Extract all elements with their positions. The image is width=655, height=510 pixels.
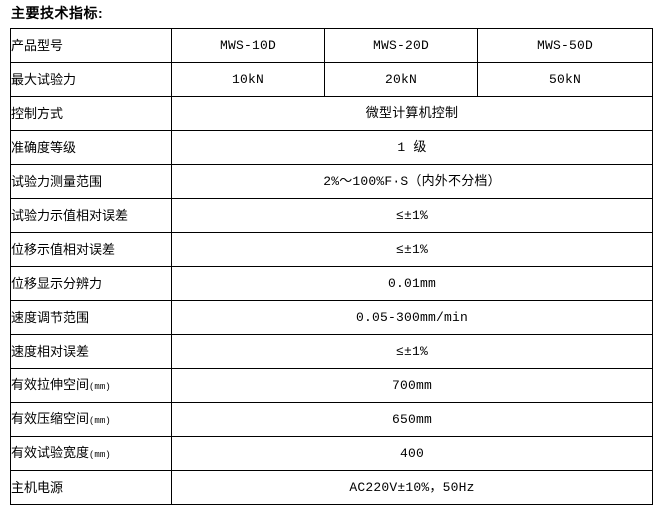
- cell-compression-space-value: 650mm: [171, 402, 653, 437]
- specifications-table: 产品型号 MWS-10D MWS-20D MWS-50D 最大试验力 10kN …: [10, 28, 653, 505]
- row-label-displacement-resolution: 位移显示分辨力: [10, 266, 172, 301]
- cell-model-2: MWS-20D: [324, 28, 478, 63]
- page-title: 主要技术指标:: [11, 5, 104, 21]
- row-label-force-measuring-range: 试验力测量范围: [10, 164, 172, 199]
- table-row-displacement-relative-error: 位移示值相对误差 ≤±1%: [10, 232, 653, 267]
- row-label-product-model: 产品型号: [10, 28, 172, 63]
- table-row-accuracy-grade: 准确度等级 1 级: [10, 130, 653, 165]
- cell-speed-range-value: 0.05-300mm/min: [171, 300, 653, 335]
- specifications-table-body: 产品型号 MWS-10D MWS-20D MWS-50D 最大试验力 10kN …: [10, 28, 653, 505]
- row-label-displacement-relative-error: 位移示值相对误差: [10, 232, 172, 267]
- row-label-force-relative-error: 试验力示值相对误差: [10, 198, 172, 233]
- row-label-test-width-text: 有效试验宽度: [11, 444, 90, 460]
- table-row-max-test-force: 最大试验力 10kN 20kN 50kN: [10, 62, 653, 97]
- cell-displacement-relative-error-value: ≤±1%: [171, 232, 653, 267]
- table-row-compression-space: 有效压缩空间(mm) 650mm: [10, 402, 653, 437]
- table-row-power-supply: 主机电源 AC220V±10%，50Hz: [10, 470, 653, 505]
- row-label-speed-relative-error: 速度相对误差: [10, 334, 172, 369]
- cell-displacement-resolution-value: 0.01mm: [171, 266, 653, 301]
- table-row-speed-range: 速度调节范围 0.05-300mm/min: [10, 300, 653, 335]
- cell-accuracy-grade-value: 1 级: [171, 130, 653, 165]
- table-row-control-mode: 控制方式 微型计算机控制: [10, 96, 653, 131]
- row-label-compression-space-unit: (mm): [89, 415, 111, 426]
- table-row-displacement-resolution: 位移显示分辨力 0.01mm: [10, 266, 653, 301]
- cell-max-force-3: 50kN: [477, 62, 653, 97]
- row-label-power-supply: 主机电源: [10, 470, 172, 505]
- cell-power-supply-value: AC220V±10%，50Hz: [171, 470, 653, 505]
- table-row-product-model: 产品型号 MWS-10D MWS-20D MWS-50D: [10, 28, 653, 63]
- cell-force-relative-error-value: ≤±1%: [171, 198, 653, 233]
- table-row-tensile-space: 有效拉伸空间(mm) 700mm: [10, 368, 653, 403]
- row-label-tensile-space-unit: (mm): [89, 381, 111, 392]
- row-label-compression-space: 有效压缩空间(mm): [10, 402, 172, 437]
- cell-force-measuring-range-value: 2%～100%F·S（内外不分档）: [171, 164, 653, 199]
- table-row-force-measuring-range: 试验力测量范围 2%～100%F·S（内外不分档）: [10, 164, 653, 199]
- cell-model-3: MWS-50D: [477, 28, 653, 63]
- cell-model-1: MWS-10D: [171, 28, 325, 63]
- row-label-tensile-space-text: 有效拉伸空间: [11, 376, 90, 392]
- row-label-tensile-space: 有效拉伸空间(mm): [10, 368, 172, 403]
- row-label-test-width-unit: (mm): [89, 449, 111, 460]
- row-label-compression-space-text: 有效压缩空间: [11, 410, 90, 426]
- cell-control-mode-value: 微型计算机控制: [171, 96, 653, 131]
- cell-max-force-1: 10kN: [171, 62, 325, 97]
- row-label-max-test-force: 最大试验力: [10, 62, 172, 97]
- cell-max-force-2: 20kN: [324, 62, 478, 97]
- row-label-speed-range: 速度调节范围: [10, 300, 172, 335]
- table-row-speed-relative-error: 速度相对误差 ≤±1%: [10, 334, 653, 369]
- table-row-force-relative-error: 试验力示值相对误差 ≤±1%: [10, 198, 653, 233]
- row-label-control-mode: 控制方式: [10, 96, 172, 131]
- row-label-accuracy-grade: 准确度等级: [10, 130, 172, 165]
- cell-tensile-space-value: 700mm: [171, 368, 653, 403]
- cell-speed-relative-error-value: ≤±1%: [171, 334, 653, 369]
- row-label-test-width: 有效试验宽度(mm): [10, 436, 172, 471]
- table-row-test-width: 有效试验宽度(mm) 400: [10, 436, 653, 471]
- cell-test-width-value: 400: [171, 436, 653, 471]
